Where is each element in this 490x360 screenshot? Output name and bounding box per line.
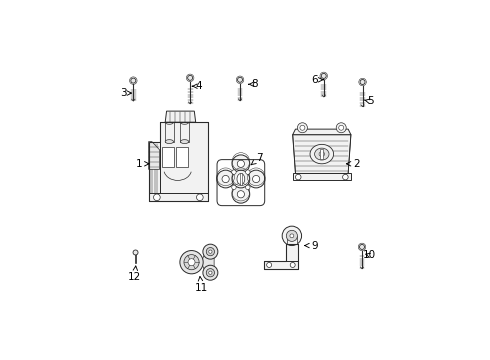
Circle shape bbox=[360, 244, 365, 249]
Ellipse shape bbox=[165, 140, 173, 144]
Text: 6: 6 bbox=[311, 75, 323, 85]
Circle shape bbox=[295, 174, 301, 180]
Text: 5: 5 bbox=[364, 96, 374, 107]
Text: 12: 12 bbox=[128, 266, 141, 283]
Bar bbox=[176, 147, 188, 167]
Polygon shape bbox=[148, 141, 160, 169]
Text: 11: 11 bbox=[195, 276, 208, 293]
Circle shape bbox=[339, 125, 343, 130]
Ellipse shape bbox=[310, 144, 334, 164]
Circle shape bbox=[252, 175, 260, 183]
Circle shape bbox=[245, 185, 250, 190]
Circle shape bbox=[321, 73, 326, 78]
Circle shape bbox=[300, 125, 305, 130]
Circle shape bbox=[222, 175, 229, 183]
Ellipse shape bbox=[165, 120, 173, 124]
Circle shape bbox=[131, 78, 136, 83]
Bar bbox=[232, 164, 250, 194]
Text: 2: 2 bbox=[346, 159, 360, 169]
Polygon shape bbox=[148, 141, 160, 193]
Circle shape bbox=[238, 77, 243, 82]
Circle shape bbox=[245, 170, 250, 174]
Circle shape bbox=[209, 271, 212, 274]
Circle shape bbox=[203, 244, 218, 259]
Bar bbox=[287, 236, 296, 244]
Polygon shape bbox=[160, 122, 208, 193]
Circle shape bbox=[237, 160, 245, 167]
Bar bbox=[225, 170, 256, 188]
Text: 1: 1 bbox=[136, 159, 149, 169]
Text: 4: 4 bbox=[192, 81, 202, 91]
Circle shape bbox=[203, 265, 218, 280]
Circle shape bbox=[184, 255, 199, 270]
Circle shape bbox=[267, 262, 271, 267]
Circle shape bbox=[336, 123, 346, 133]
Ellipse shape bbox=[237, 174, 245, 185]
Bar bbox=[165, 122, 173, 141]
Bar bbox=[162, 147, 174, 167]
Circle shape bbox=[153, 194, 160, 201]
Circle shape bbox=[237, 191, 245, 198]
Circle shape bbox=[360, 80, 365, 85]
Text: 10: 10 bbox=[363, 250, 376, 260]
Circle shape bbox=[206, 248, 215, 256]
Ellipse shape bbox=[180, 140, 189, 144]
Circle shape bbox=[343, 174, 348, 180]
Polygon shape bbox=[165, 111, 196, 122]
Circle shape bbox=[180, 251, 203, 274]
Circle shape bbox=[232, 185, 236, 190]
Text: 3: 3 bbox=[121, 88, 131, 98]
Circle shape bbox=[217, 170, 235, 188]
Circle shape bbox=[133, 250, 138, 255]
Polygon shape bbox=[286, 244, 298, 261]
Circle shape bbox=[206, 269, 215, 277]
Polygon shape bbox=[293, 174, 351, 180]
Circle shape bbox=[290, 234, 294, 238]
Circle shape bbox=[282, 226, 301, 246]
Polygon shape bbox=[202, 253, 214, 271]
Circle shape bbox=[188, 75, 193, 80]
Circle shape bbox=[196, 194, 203, 201]
Text: 8: 8 bbox=[248, 79, 258, 89]
Circle shape bbox=[209, 250, 212, 253]
Ellipse shape bbox=[319, 152, 324, 157]
Circle shape bbox=[232, 185, 250, 203]
Polygon shape bbox=[148, 193, 208, 201]
Polygon shape bbox=[264, 261, 298, 269]
Bar bbox=[320, 149, 323, 159]
Ellipse shape bbox=[315, 148, 329, 160]
Circle shape bbox=[232, 155, 250, 173]
Bar bbox=[240, 174, 242, 185]
Circle shape bbox=[297, 123, 307, 133]
Text: 9: 9 bbox=[305, 240, 318, 251]
Circle shape bbox=[286, 230, 297, 242]
Polygon shape bbox=[293, 135, 351, 174]
Circle shape bbox=[290, 262, 295, 267]
Circle shape bbox=[232, 170, 236, 174]
Polygon shape bbox=[293, 129, 351, 135]
Ellipse shape bbox=[180, 120, 189, 124]
Circle shape bbox=[247, 170, 265, 188]
Bar bbox=[180, 122, 189, 141]
Circle shape bbox=[188, 259, 195, 266]
Circle shape bbox=[232, 170, 250, 188]
Text: 7: 7 bbox=[251, 153, 263, 165]
